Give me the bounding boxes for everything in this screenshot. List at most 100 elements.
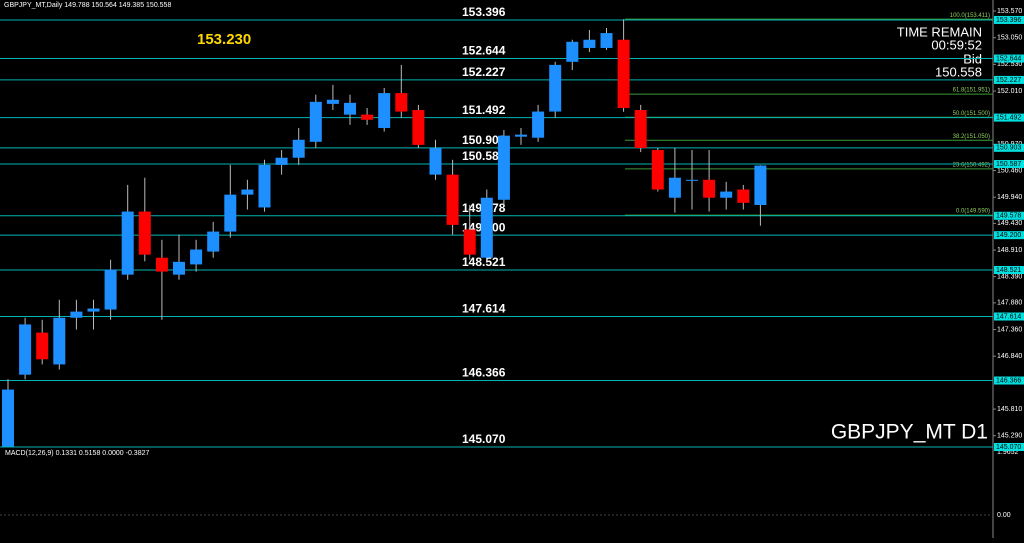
candle-body (53, 317, 66, 365)
y-tick-label: 147.880 (997, 300, 1022, 307)
macd-tick-label: 0.00 (997, 512, 1011, 519)
candle-body (395, 93, 408, 112)
candle-body (155, 257, 168, 272)
macd-label: MACD(12,26,9) 0.1331 0.5158 0.0000 -0.38… (5, 450, 149, 457)
level-axis-label: 152.227 (996, 77, 1021, 84)
level-label: 147.614 (462, 302, 506, 316)
candle-body (566, 41, 579, 62)
level-axis-label: 149.200 (996, 232, 1021, 239)
level-label: 151.492 (462, 103, 506, 117)
y-tick-label: 148.390 (997, 274, 1022, 281)
level-axis-label: 145.070 (996, 444, 1021, 451)
level-axis-box (994, 160, 1024, 169)
candle-body (686, 179, 698, 181)
fib-label: 23.6(150.492) (953, 162, 990, 168)
level-axis-box (994, 113, 1024, 122)
candle-body (651, 150, 664, 190)
level-axis-box (994, 265, 1024, 274)
candle-body (207, 231, 220, 252)
level-axis-label: 147.614 (996, 313, 1021, 320)
level-axis-box (994, 231, 1024, 240)
level-axis-box (994, 54, 1024, 63)
level-label: 153.396 (462, 5, 506, 19)
candle-body (36, 332, 49, 360)
candle-body (378, 93, 391, 128)
y-tick-label: 148.910 (997, 247, 1022, 254)
y-tick-label: 150.460 (997, 167, 1022, 174)
level-axis-label: 152.644 (996, 55, 1021, 62)
candle-body (583, 39, 596, 48)
level-axis-box (994, 312, 1024, 321)
candle-body (429, 147, 442, 175)
candle-body (190, 249, 203, 265)
candle-body (326, 99, 339, 104)
candle-body (480, 197, 493, 258)
y-tick-label: 147.360 (997, 326, 1022, 333)
y-tick-label: 145.290 (997, 433, 1022, 440)
level-axis-box (994, 443, 1024, 451)
candle-body (600, 33, 613, 48)
y-tick-label: 152.010 (997, 88, 1022, 95)
candle-body (258, 164, 271, 208)
candle-body (309, 101, 322, 142)
level-axis-label: 151.492 (996, 114, 1021, 121)
level-axis-label: 150.903 (996, 145, 1021, 152)
bid-value: 150.558 (935, 64, 982, 79)
candle-body (70, 311, 83, 318)
timer-label: TIME REMAIN (897, 24, 982, 39)
level-axis-box (994, 75, 1024, 84)
candle-body (87, 308, 100, 312)
level-axis-label: 150.587 (996, 161, 1021, 168)
candle-body (668, 177, 681, 198)
candle-body (2, 389, 14, 447)
level-label: 152.644 (462, 44, 506, 58)
candle-body (737, 189, 750, 203)
candle-body (532, 111, 545, 138)
candle-body (275, 157, 288, 165)
level-label: 146.366 (462, 366, 506, 380)
y-tick-label: 145.810 (997, 406, 1022, 413)
level-axis-label: 149.578 (996, 213, 1021, 220)
candle-body (361, 114, 374, 120)
candle-body (412, 110, 425, 145)
fib-label: 0.0(149.590) (956, 209, 990, 215)
candle-body (754, 165, 767, 206)
y-tick-label: 152.530 (997, 61, 1022, 68)
candle-body (703, 179, 716, 198)
fib-label: 38.2(151.050) (953, 134, 990, 140)
level-axis-box (994, 143, 1024, 152)
y-tick-label: 153.050 (997, 35, 1022, 42)
level-axis-label: 148.521 (996, 267, 1021, 274)
candle-body (497, 135, 510, 200)
macd-tick-label: 1.9652 (997, 449, 1019, 456)
candle-body (463, 229, 476, 255)
candle-body (173, 261, 185, 275)
y-tick-label: 153.570 (997, 8, 1022, 15)
level-label: 145.070 (462, 432, 506, 446)
y-tick-label: 149.940 (997, 194, 1022, 201)
candle-body (446, 174, 459, 225)
timer-value: 00:59:52 (931, 37, 982, 52)
level-label: 150.903 (462, 133, 506, 147)
level-axis-box (994, 376, 1024, 385)
candle-body (241, 189, 254, 195)
fib-label: 61.8(151.951) (953, 88, 990, 94)
candle-body (224, 194, 237, 232)
candle-body (344, 102, 356, 115)
level-axis-box (994, 211, 1024, 220)
chart-header: GBPJPY_MT,Daily 149.788 150.564 149.385 … (4, 2, 171, 9)
level-axis-label: 153.396 (996, 17, 1021, 24)
level-axis-box (994, 15, 1024, 24)
level-axis-label: 146.366 (996, 377, 1021, 384)
candle-body (515, 134, 527, 137)
candle-body (138, 211, 151, 255)
symbol-label: GBPJPY_MT D1 (831, 421, 988, 444)
level-label: 150.587 (462, 149, 506, 163)
candle-body (634, 110, 647, 148)
candle-body (121, 211, 134, 275)
candle-body (19, 324, 32, 375)
fib-label: 50.0(151.500) (953, 111, 990, 117)
level-label: 148.521 (462, 255, 506, 269)
